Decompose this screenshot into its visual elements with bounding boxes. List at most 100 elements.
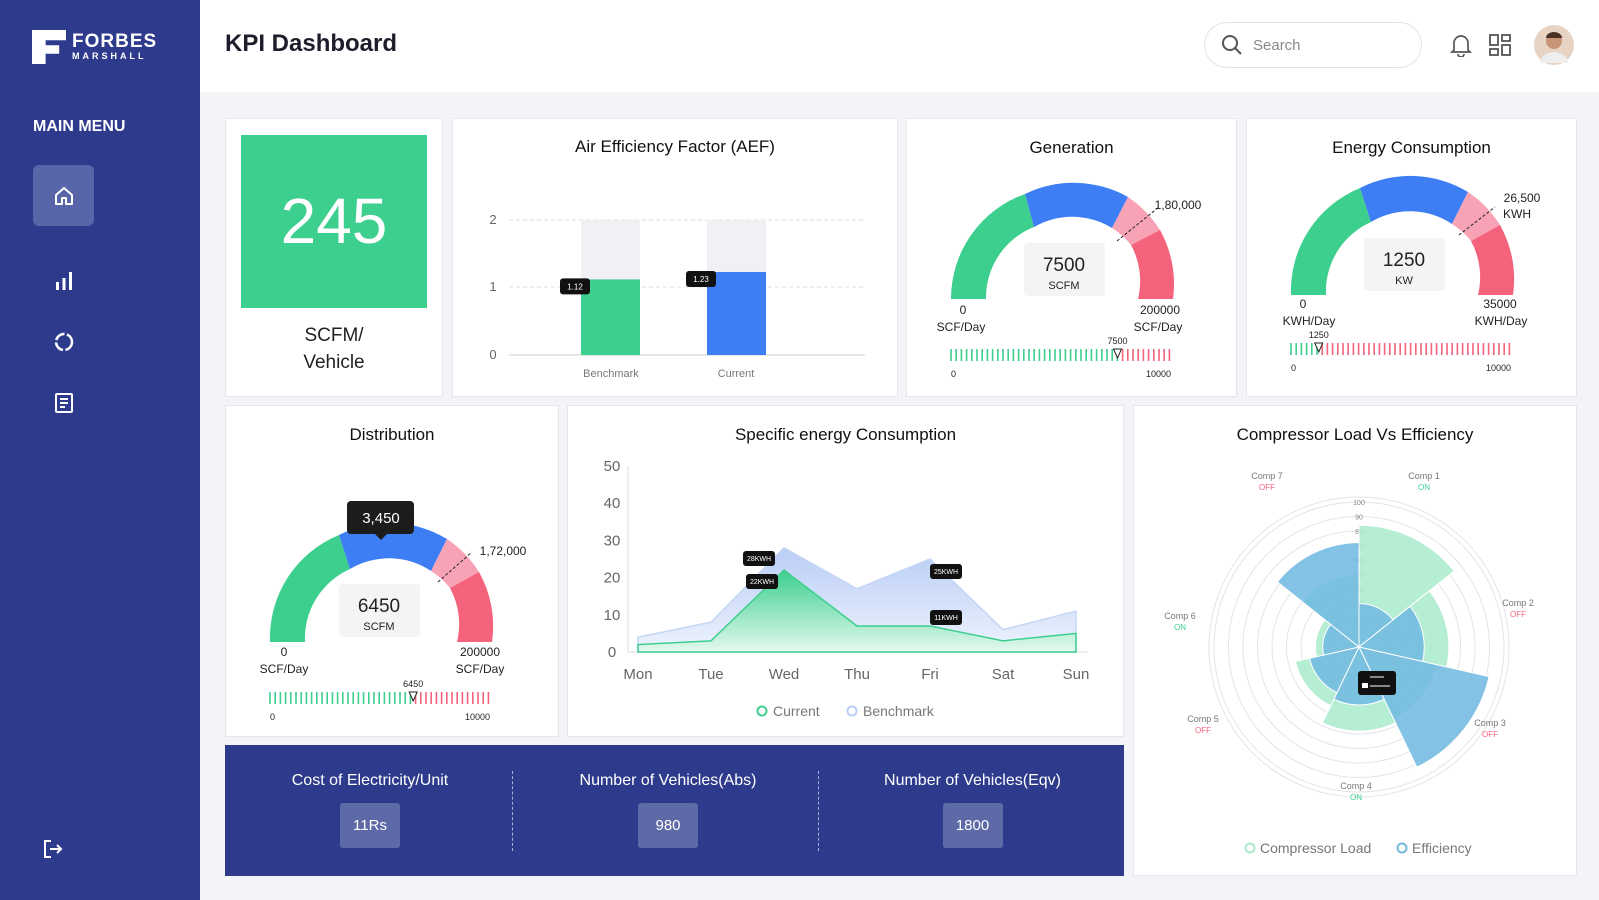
polar-comp-label: Comp 7 bbox=[1251, 471, 1283, 481]
sec-xtick: Sat bbox=[992, 666, 1015, 683]
gauge-marker-label: 1250 bbox=[1309, 330, 1329, 340]
sec-card: Specific energy Consumption 50 40 30 20 10 0 … bbox=[567, 405, 1124, 737]
sec-current-area bbox=[637, 569, 1077, 653]
aef-bar-benchmark bbox=[581, 279, 640, 355]
sec-xtick: Thu bbox=[844, 666, 870, 683]
sec-title: Specific energy Consumption bbox=[734, 425, 957, 444]
distribution-min-unit: SCF/Day bbox=[260, 662, 309, 676]
sec-ytick: 10 bbox=[604, 607, 621, 624]
sec-xtick: Sun bbox=[1063, 666, 1090, 683]
search-box[interactable]: Search bbox=[1204, 22, 1422, 68]
legend-benchmark-marker bbox=[846, 705, 858, 717]
stat-value: 980 bbox=[638, 803, 698, 848]
bar-chart-icon bbox=[55, 271, 72, 290]
gauge-marker bbox=[1313, 342, 1324, 354]
generation-min-unit: SCF/Day bbox=[937, 320, 986, 334]
distribution-max-unit: SCF/Day bbox=[456, 662, 505, 676]
polar-comp-status: ON bbox=[1418, 483, 1430, 492]
stat-label: Number of Vehicles(Eqv) bbox=[884, 772, 1061, 789]
nav-analytics[interactable] bbox=[33, 250, 94, 311]
sidebar: FORBES MARSHALL MAIN MENU bbox=[0, 0, 200, 900]
stat-label: Cost of Electricity/Unit bbox=[291, 772, 449, 789]
polar-comp-label: Comp 5 bbox=[1187, 714, 1219, 724]
polar-comp-label: Comp 4 bbox=[1340, 781, 1372, 791]
aef-xlabel: Current bbox=[718, 368, 755, 380]
kpi-unit-line2: Vehicle bbox=[303, 352, 365, 373]
energy-value: 1250 bbox=[1383, 250, 1425, 271]
brand-logo[interactable]: FORBES MARSHALL bbox=[32, 30, 157, 64]
sec-tag: 28KWH bbox=[747, 556, 771, 563]
aef-xlabel: Benchmark bbox=[583, 368, 639, 380]
nav-reports[interactable] bbox=[33, 372, 94, 433]
nav-status[interactable] bbox=[33, 311, 94, 372]
polar-comp-status: OFF bbox=[1195, 726, 1211, 735]
header: KPI Dashboard Search bbox=[200, 0, 1599, 92]
distribution-max: 200000 bbox=[460, 645, 500, 659]
aef-ytick: 1 bbox=[489, 279, 496, 294]
polar-comp-status: OFF bbox=[1482, 730, 1498, 739]
stat-vehicles-abs: Number of Vehicles(Abs) 980 bbox=[515, 745, 821, 876]
polar-radial-tick: 90 bbox=[1355, 515, 1363, 522]
gauge-marker-label: 6450 bbox=[403, 679, 423, 689]
legend-current-marker bbox=[756, 705, 768, 717]
generation-min: 0 bbox=[960, 303, 967, 317]
compressor-legend-efficiency: Efficiency bbox=[1412, 840, 1472, 856]
aef-ytick: 2 bbox=[489, 212, 496, 227]
distribution-scale-max: 10000 bbox=[465, 712, 490, 722]
nav-home[interactable] bbox=[33, 165, 94, 226]
polar-efficiency-sector bbox=[1276, 542, 1360, 649]
sec-tag: 22KWH bbox=[750, 579, 774, 586]
generation-max-unit: SCF/Day bbox=[1134, 320, 1183, 334]
sec-ytick: 50 bbox=[604, 458, 621, 475]
nav-logout[interactable] bbox=[22, 818, 83, 879]
generation-scale-max: 10000 bbox=[1146, 369, 1171, 379]
energy-max: 35000 bbox=[1483, 297, 1517, 311]
grid-icon[interactable] bbox=[1488, 33, 1512, 57]
sec-legend-current: Current bbox=[773, 703, 820, 719]
bell-icon[interactable] bbox=[1450, 33, 1472, 57]
menu-title: MAIN MENU bbox=[33, 118, 126, 135]
compressor-legend-load: Compressor Load bbox=[1260, 840, 1371, 856]
distribution-tooltip: 3,450 bbox=[362, 510, 400, 527]
generation-value: 7500 bbox=[1043, 255, 1085, 276]
page-title: KPI Dashboard bbox=[225, 30, 398, 57]
stat-value: 1800 bbox=[942, 803, 1003, 848]
energy-gauge: 1250 KW 26,500 KWH 0 KWH/Day 35000 KWH/D… bbox=[1283, 175, 1541, 373]
polar-comp-status: ON bbox=[1174, 623, 1186, 632]
polar-grid-ring bbox=[1213, 501, 1505, 793]
distribution-value: 6450 bbox=[358, 596, 400, 617]
kpi-card: 245 SCFM/ Vehicle bbox=[225, 118, 443, 397]
compressor-card: Compressor Load Vs Efficiency 1009080706… bbox=[1133, 405, 1577, 876]
energy-min: 0 bbox=[1300, 297, 1307, 311]
sec-tag: 11KWH bbox=[934, 615, 958, 622]
kpi-value: 245 bbox=[241, 135, 427, 308]
polar-comp-status: OFF bbox=[1510, 610, 1526, 619]
stat-electricity-cost: Cost of Electricity/Unit 11Rs bbox=[225, 745, 515, 876]
sec-ytick: 20 bbox=[604, 570, 621, 587]
sec-xtick: Fri bbox=[921, 666, 939, 683]
legend-efficiency-marker bbox=[1396, 842, 1408, 854]
sec-legend-benchmark: Benchmark bbox=[863, 703, 935, 719]
aef-card: Air Efficiency Factor (AEF) 2 1 0 1.12 1… bbox=[452, 118, 898, 397]
report-icon bbox=[54, 392, 73, 413]
polar-grid-ring bbox=[1228, 516, 1490, 778]
polar-comp-label: Comp 1 bbox=[1408, 471, 1440, 481]
polar-comp-status: OFF bbox=[1259, 483, 1275, 492]
aef-chart: 2 1 0 1.12 1.23 Benchmark Current bbox=[489, 212, 865, 380]
logo-mark-icon bbox=[32, 30, 66, 64]
logout-icon bbox=[43, 839, 62, 858]
distribution-min: 0 bbox=[281, 645, 288, 659]
avatar[interactable] bbox=[1534, 25, 1574, 65]
polar-radial-tick: 100 bbox=[1353, 500, 1365, 507]
energy-max-unit: KWH/Day bbox=[1475, 314, 1528, 328]
search-input[interactable]: Search bbox=[1253, 36, 1301, 54]
aef-ytick: 0 bbox=[489, 347, 496, 362]
energy-scale-min: 0 bbox=[1291, 363, 1296, 373]
polar-comp-label: Comp 6 bbox=[1164, 611, 1196, 621]
generation-gauge: 7500 SCFM 1,80,000 0 SCF/Day 200000 SCF/… bbox=[937, 182, 1202, 379]
stat-vehicles-eqv: Number of Vehicles(Eqv) 1800 bbox=[821, 745, 1124, 876]
energy-max-label-unit: KWH bbox=[1503, 207, 1531, 221]
polar-comp-label: Comp 2 bbox=[1502, 598, 1534, 608]
